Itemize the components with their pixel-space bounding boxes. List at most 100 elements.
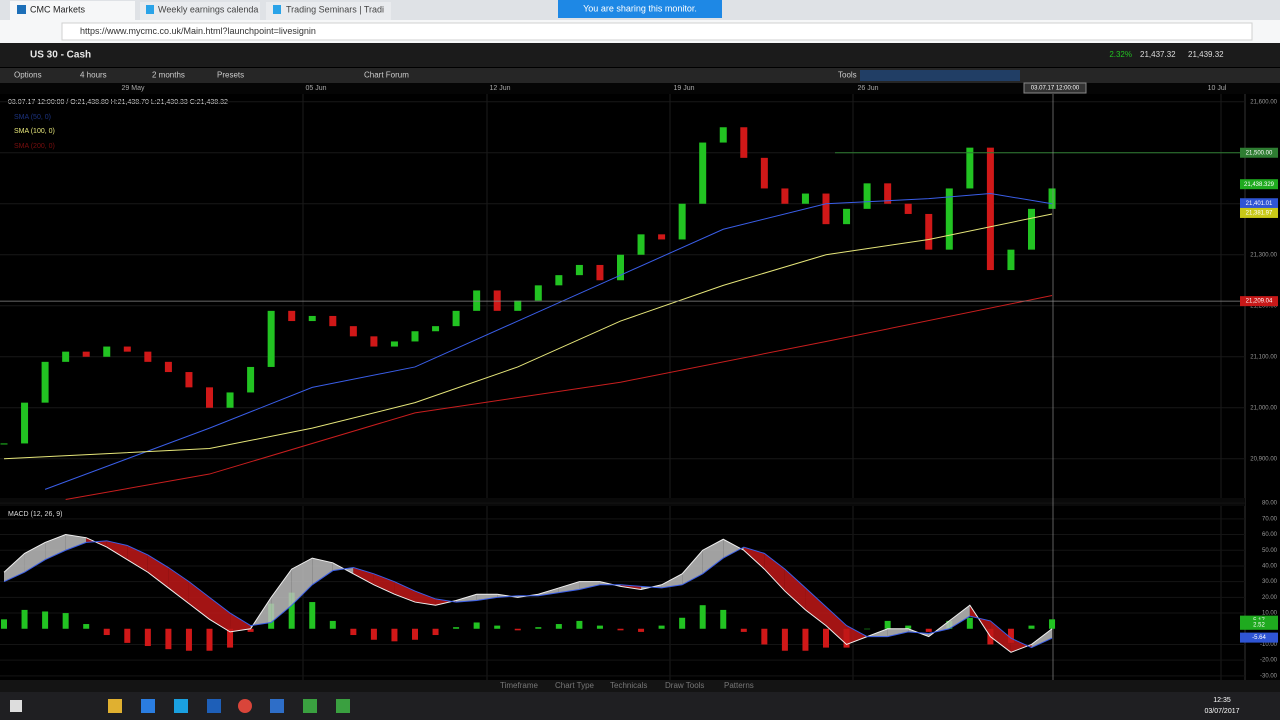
presets[interactable]: Presets (217, 71, 244, 80)
price-marker (1240, 296, 1278, 307)
histogram-bar (823, 628, 829, 648)
draw-tools[interactable]: Draw Tools (665, 681, 704, 690)
chart-forum[interactable]: Chart Forum (364, 71, 409, 80)
crosshair-date: 03.07.17 12:00:00 (1031, 86, 1080, 92)
start-button[interactable] (10, 700, 22, 712)
moving-average (3, 213, 1053, 460)
interval[interactable]: 4 hours (80, 71, 107, 80)
macd-band (65, 534, 87, 551)
app-icon[interactable] (207, 699, 221, 713)
histogram-bar (761, 628, 768, 645)
app-icon[interactable] (270, 699, 284, 713)
tool-icons[interactable] (860, 70, 1020, 81)
candle (637, 234, 645, 255)
macd-band (887, 628, 909, 637)
macd-band (230, 613, 251, 632)
candle (411, 331, 419, 342)
legend-sma100[interactable]: SMA (100, 0) (14, 128, 55, 135)
histogram-bar (247, 628, 254, 632)
macd-band (723, 539, 744, 559)
price-marker-label: 21,438.329 (1244, 182, 1275, 188)
histogram-bar (124, 628, 131, 643)
macd-band (127, 545, 148, 573)
candle (1028, 208, 1035, 250)
candle (308, 315, 316, 322)
chart-type[interactable]: Chart Type (555, 681, 595, 690)
candle (21, 402, 29, 444)
tab[interactable] (266, 2, 391, 20)
candle (514, 300, 522, 311)
candle (925, 213, 933, 250)
histogram-bar (638, 628, 645, 632)
tools[interactable]: Tools (838, 71, 857, 80)
y-tick-label: 10.00 (1262, 611, 1278, 617)
app-icon[interactable] (238, 699, 252, 713)
instrument: US 30 - Cash (30, 50, 91, 61)
moving-average (44, 193, 1053, 490)
app-icon[interactable] (141, 699, 155, 713)
tab-title: CMC Markets (30, 4, 86, 14)
candle (884, 183, 892, 204)
technicals[interactable]: Technicals (610, 681, 647, 690)
candle (699, 142, 707, 204)
tab-icon (17, 5, 26, 14)
macd-band (846, 625, 868, 645)
candle (945, 188, 953, 250)
candle (473, 290, 481, 311)
candle (986, 147, 994, 271)
histogram-bar (227, 628, 234, 648)
macd-band (476, 594, 498, 601)
range[interactable]: 2 months (152, 71, 185, 80)
macd-band (24, 542, 46, 573)
tab-title: Trading Seminars | Tradi (286, 4, 384, 14)
candle (288, 310, 296, 322)
signal-line (3, 540, 1053, 649)
tab-active[interactable] (10, 1, 135, 20)
candle (678, 203, 686, 240)
candle (760, 157, 768, 189)
candle (41, 361, 49, 403)
histogram-bar (658, 625, 665, 629)
y-tick-label: 20.00 (1262, 595, 1278, 601)
candle (144, 351, 152, 362)
candle (103, 346, 111, 357)
date-label: 26 Jun (857, 85, 878, 92)
tab[interactable] (140, 2, 260, 20)
candle (575, 264, 583, 276)
patterns[interactable]: Patterns (724, 681, 754, 690)
candle (596, 264, 604, 281)
y-tick-label: 40.00 (1262, 564, 1278, 570)
candle (843, 208, 851, 225)
date-axis (0, 83, 1280, 94)
candle (267, 310, 275, 367)
app-icon[interactable] (303, 699, 317, 713)
url-field[interactable] (61, 22, 1253, 41)
legend-sma50[interactable]: SMA (50, 0) (14, 114, 51, 121)
price-marker-label: 21,209.04 (1246, 299, 1273, 305)
y-tick-label: 21,100.00 (1250, 354, 1277, 360)
histogram-bar (42, 611, 49, 629)
histogram-bar (535, 627, 542, 629)
histogram-bar (432, 628, 439, 636)
macd-band (949, 605, 970, 629)
pane-divider (0, 498, 1245, 506)
candle (390, 341, 398, 347)
date-label: 19 Jun (673, 85, 694, 92)
candle (822, 193, 830, 225)
price-marker (1240, 147, 1278, 158)
legend-sma200[interactable]: SMA (200, 0) (14, 143, 55, 150)
histogram-bar (62, 613, 69, 629)
macd-band (743, 547, 765, 570)
options[interactable]: Options (14, 71, 42, 80)
candle (781, 188, 789, 204)
macd-band (990, 620, 1011, 653)
y-tick-label: 80.00 (1262, 501, 1278, 507)
app-icon[interactable] (174, 699, 188, 713)
app-icon[interactable] (108, 699, 122, 713)
app-icon[interactable] (336, 699, 350, 713)
histogram-bar (453, 627, 460, 629)
histogram-bar (329, 620, 336, 629)
timeframe[interactable]: Timeframe (500, 681, 538, 690)
